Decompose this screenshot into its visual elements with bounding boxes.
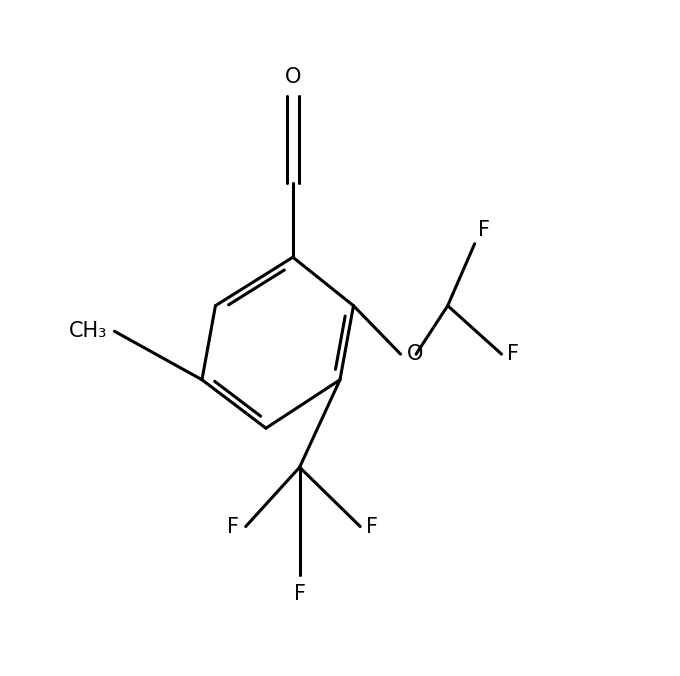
Text: O: O: [285, 67, 301, 87]
Text: O: O: [407, 344, 424, 364]
Text: F: F: [478, 220, 490, 241]
Text: F: F: [227, 516, 239, 537]
Text: F: F: [366, 516, 377, 537]
Text: F: F: [294, 584, 305, 604]
Text: F: F: [507, 344, 519, 364]
Text: CH₃: CH₃: [69, 321, 107, 341]
